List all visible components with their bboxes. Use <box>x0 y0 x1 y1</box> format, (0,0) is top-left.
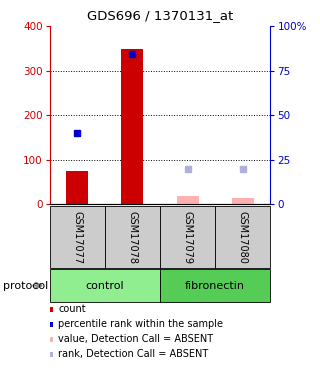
Bar <box>66 171 88 204</box>
Bar <box>232 198 254 204</box>
Text: control: control <box>85 280 124 291</box>
Text: GSM17078: GSM17078 <box>127 211 137 264</box>
Text: GDS696 / 1370131_at: GDS696 / 1370131_at <box>87 9 233 22</box>
Bar <box>177 196 199 204</box>
Bar <box>121 48 143 204</box>
Text: GSM17079: GSM17079 <box>183 211 193 264</box>
Text: rank, Detection Call = ABSENT: rank, Detection Call = ABSENT <box>58 350 208 359</box>
Text: fibronectin: fibronectin <box>185 280 245 291</box>
Text: GSM17077: GSM17077 <box>72 211 82 264</box>
Text: value, Detection Call = ABSENT: value, Detection Call = ABSENT <box>58 334 213 344</box>
Text: percentile rank within the sample: percentile rank within the sample <box>58 320 223 329</box>
Text: count: count <box>58 304 86 314</box>
Text: protocol: protocol <box>3 280 48 291</box>
Text: GSM17080: GSM17080 <box>238 211 248 264</box>
